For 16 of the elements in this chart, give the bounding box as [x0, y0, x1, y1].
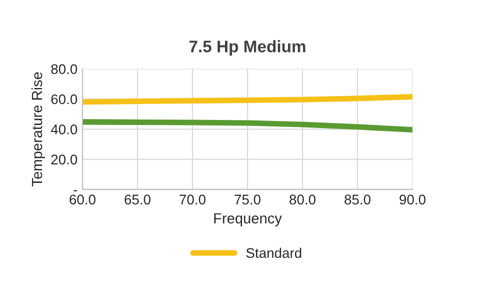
x-tick-label: 75.0	[234, 194, 260, 204]
y-tick-label: 80.0	[51, 64, 78, 74]
y-axis-title: Temperature Rise	[31, 72, 46, 186]
x-tick-label: 80.0	[290, 194, 316, 204]
x-axis-title: Frequency	[214, 213, 282, 226]
chart-title: 7.5 Hp Medium	[189, 40, 306, 56]
y-tick-label: 20.0	[51, 154, 78, 164]
legend-label: Standard	[246, 248, 302, 258]
x-tick-label: 85.0	[344, 194, 370, 204]
x-tick-label: 90.0	[400, 194, 426, 204]
y-tick-label: 40.0	[50, 124, 78, 134]
y-tick-label: 60.0	[51, 94, 78, 104]
x-tick-label: 70.0	[180, 194, 206, 204]
x-tick-label: 60.0	[70, 194, 96, 204]
x-tick-label: 65.0	[124, 194, 150, 204]
y-tick-label: -	[74, 190, 78, 192]
